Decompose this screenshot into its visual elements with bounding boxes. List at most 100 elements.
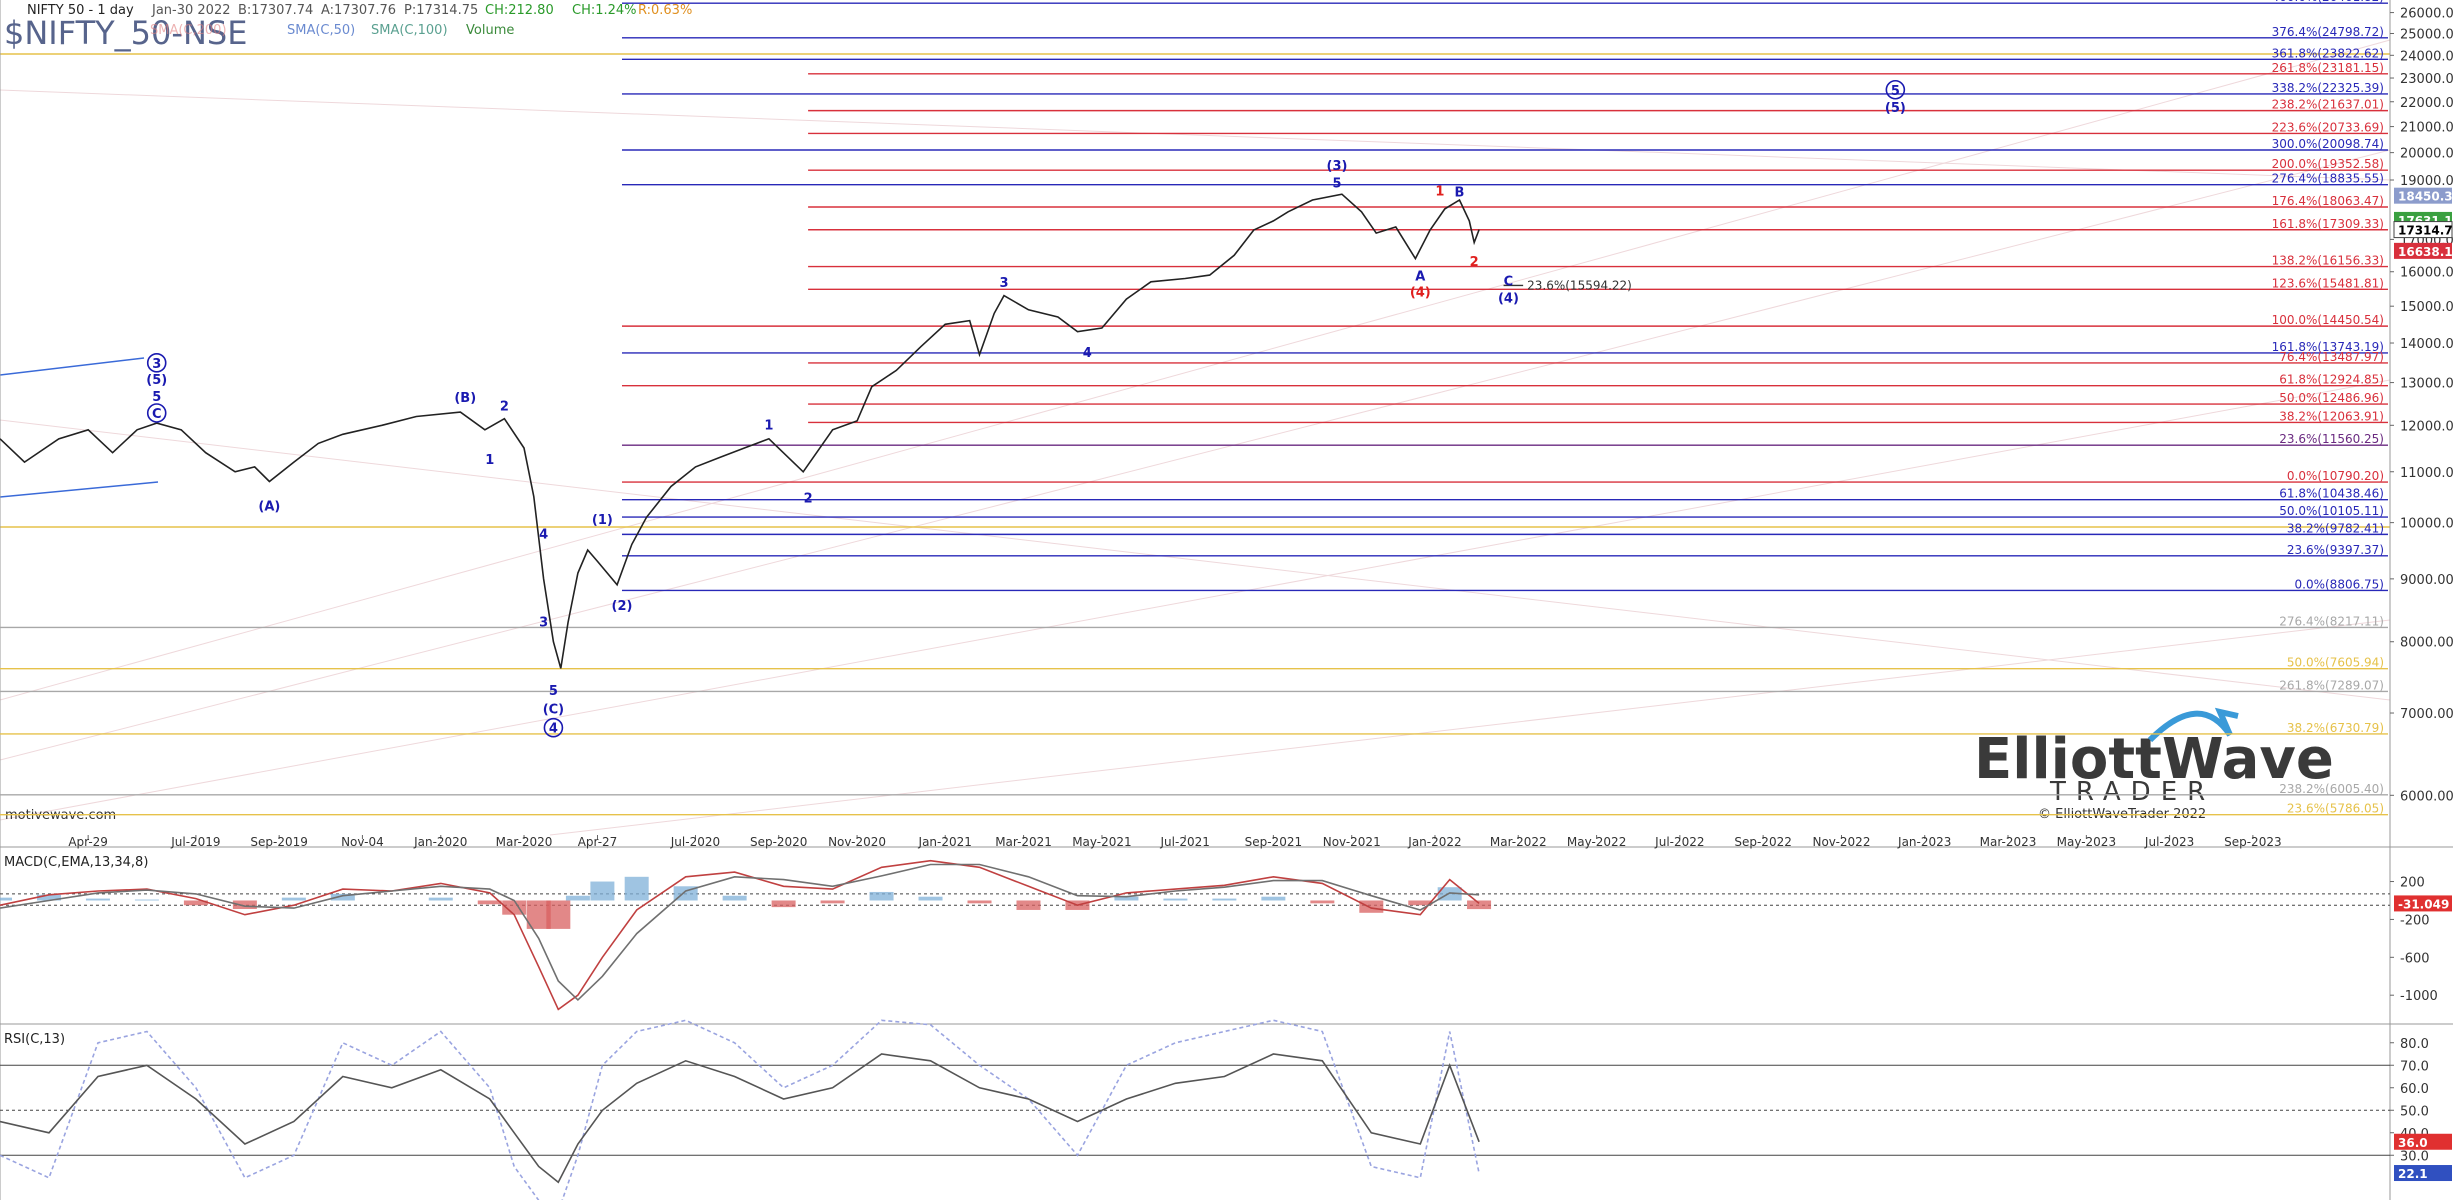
x-tick-label: Apr-29 — [68, 835, 108, 849]
price-marker — [2394, 1133, 2452, 1150]
fib-label: 261.8%(7289.07) — [2279, 678, 2384, 692]
price-marker-label: 18450.37 — [2398, 190, 2453, 204]
logo-sub: TRADER — [2049, 777, 2215, 807]
wave-label: 5 — [549, 684, 558, 699]
wave-label: 3 — [999, 276, 1008, 291]
fib-label: 200.0%(19352.58) — [2272, 157, 2384, 171]
wave-label: A — [1415, 269, 1425, 284]
histogram-bar — [1114, 896, 1139, 901]
histogram-bar — [1467, 900, 1492, 910]
wave-label: 5 — [1891, 84, 1900, 99]
wave-label: 1 — [485, 453, 494, 468]
ask: A:17307.76 — [321, 3, 397, 18]
x-tick-label: Jul-2022 — [1654, 835, 1704, 849]
wave-label: (B) — [454, 391, 476, 406]
logo-wave — [2147, 707, 2239, 743]
wave-label: B — [1455, 185, 1465, 200]
histogram-bar — [820, 900, 845, 904]
indicator-line — [0, 1019, 1480, 1200]
wave-label: 1 — [764, 418, 773, 433]
fib-label: 361.8%(23822.62) — [2272, 46, 2384, 60]
histogram-bar — [1212, 898, 1237, 901]
fib-label: 38.2%(12063.91) — [2279, 409, 2384, 423]
y-tick-label: 26000.00 — [2400, 7, 2453, 22]
histogram-bar — [546, 900, 571, 929]
histogram-bar — [428, 897, 453, 901]
study[interactable]: SMA(C,200) — [150, 23, 227, 38]
wave-label: 3 — [539, 615, 548, 630]
fib-label: 61.8%(10438.46) — [2279, 487, 2384, 501]
price-marker — [2394, 187, 2452, 204]
histogram-bar — [1359, 900, 1384, 913]
y-tick-label: 13000.00 — [2400, 377, 2453, 392]
wave-label: (3) — [1327, 159, 1348, 174]
wave-label: (2) — [612, 599, 633, 614]
fib-label: 50.0%(10105.11) — [2279, 504, 2384, 518]
histogram-bar — [967, 900, 992, 904]
price-marker-label: 16638.13 — [2398, 245, 2453, 259]
y-tick-label: 7000.00 — [2400, 707, 2453, 722]
fib-label: 23.6%(15594.22) — [1527, 278, 1632, 292]
y-tick-label: 30.0 — [2400, 1149, 2429, 1164]
price-marker — [2394, 895, 2452, 912]
y-tick-label: -200 — [2400, 913, 2430, 928]
y-tick-label: -600 — [2400, 951, 2430, 966]
change-pct: CH:1.24% — [572, 3, 637, 18]
fib-label: 238.2%(21637.01) — [2272, 98, 2384, 112]
wave-label: C — [152, 407, 162, 422]
y-tick-label: 23000.00 — [2400, 72, 2453, 87]
symbol: NIFTY 50 - 1 day — [27, 3, 134, 18]
price: P:17314.75 — [404, 3, 479, 18]
histogram-bar — [1310, 900, 1335, 904]
y-tick-label: 16000.00 — [2400, 266, 2453, 281]
y-tick-label: 25000.00 — [2400, 28, 2453, 43]
fib-label: 261.8%(23181.15) — [2272, 61, 2384, 75]
x-tick-label: Sep-2023 — [2224, 835, 2282, 849]
panel-title: MACD(C,EMA,13,34,8) — [4, 855, 148, 870]
fib-label: 238.2%(6005.40) — [2279, 782, 2384, 796]
price-marker-label: -31.049 — [2398, 897, 2449, 911]
y-tick-label: 50.0 — [2400, 1104, 2429, 1119]
x-tick-label: Sep-2019 — [250, 835, 308, 849]
x-tick-label: Sep-2021 — [1245, 835, 1303, 849]
indicator-line — [0, 859, 1480, 1011]
change: CH:212.80 — [485, 3, 554, 18]
study[interactable]: Volume — [466, 23, 515, 38]
wave-label: 2 — [1470, 255, 1479, 270]
wave-label: 4 — [1083, 346, 1092, 361]
y-tick-label: 10000.00 — [2400, 517, 2453, 532]
date: Jan-30 2022 — [152, 3, 231, 18]
x-tick-label: Mar-2022 — [1490, 835, 1547, 849]
wave-label: 3 — [152, 357, 161, 372]
x-tick-label: Jul-2021 — [1160, 835, 1210, 849]
price-marker-label: 17314.75 — [2398, 224, 2453, 238]
study[interactable]: SMA(C,100) — [371, 23, 448, 38]
x-tick-label: Nov-2020 — [828, 835, 886, 849]
wave-label: (5) — [1885, 101, 1906, 116]
site: motivewave.com — [5, 808, 116, 823]
x-tick-label: Apr-27 — [578, 835, 618, 849]
fib-label: 276.4%(18835.55) — [2272, 172, 2384, 186]
wave-label: (1) — [592, 513, 613, 528]
x-tick-label: Jul-2019 — [170, 835, 220, 849]
fib-label: 23.6%(11560.25) — [2279, 432, 2384, 446]
wave-label: (4) — [1498, 292, 1519, 307]
y-tick-label: 22000.00 — [2400, 96, 2453, 111]
fib-label: 0.0%(10790.20) — [2287, 469, 2384, 483]
histogram-bar — [1408, 900, 1433, 906]
wave-circle — [1885, 79, 1906, 100]
x-tick-label: Sep-2022 — [1734, 835, 1792, 849]
study[interactable]: SMA(C,50) — [287, 23, 356, 38]
x-tick-label: Jan-2023 — [1897, 835, 1951, 849]
fib-label: 223.6%(20733.69) — [2272, 120, 2384, 134]
fib-label: 338.2%(22325.39) — [2272, 81, 2384, 95]
wave-label: (5) — [146, 373, 167, 388]
x-tick-label: May-2021 — [1072, 835, 1131, 849]
wave-label: C — [1504, 274, 1514, 289]
price-marker-label: 36.0 — [2398, 1136, 2428, 1150]
histogram-bar — [1016, 900, 1041, 910]
wave-circle — [543, 717, 564, 738]
wave-circle — [146, 353, 167, 373]
